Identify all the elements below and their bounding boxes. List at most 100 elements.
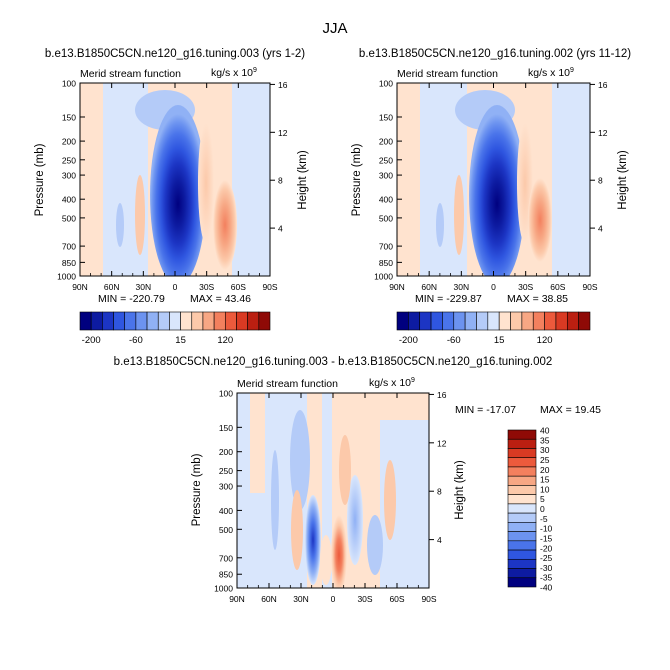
page-title: JJA: [322, 20, 347, 37]
colorbar-swatch: [224, 311, 237, 331]
y-tick-label: 850: [62, 258, 76, 268]
y-tick-label: 400: [62, 195, 76, 205]
panel-2-colorbar: -200 -60 15 120: [396, 311, 591, 346]
colorbar-swatch: [236, 311, 248, 331]
y-tick-label: 1000: [57, 272, 76, 282]
colorbar-swatch: [476, 311, 489, 331]
y-tick-label: 1000: [374, 272, 393, 282]
colorbar-tick-label: 15: [540, 475, 550, 485]
colorbar-swatch: [213, 311, 226, 331]
colorbar-swatch: [521, 311, 534, 331]
colorbar-swatch: [507, 448, 537, 459]
panel-1-warm-cell-north: [198, 123, 214, 243]
colorbar-tick-label: -20: [540, 543, 553, 553]
panel-3-blue-cell: [305, 495, 321, 585]
height-tick-label: 16: [437, 390, 447, 400]
panel-2-title: b.e13.B1850C5CN.ne120_g16.tuning.002 (yr…: [359, 48, 631, 60]
panel-2-core: [469, 105, 525, 276]
panel-3-blue-cell-south: [347, 475, 363, 565]
y-tick-label: 250: [219, 466, 233, 476]
colorbar-swatch: [507, 494, 537, 505]
colorbar-swatch: [544, 311, 557, 331]
x-tick-label: 30S: [357, 594, 372, 604]
y-tick-label: 200: [62, 137, 76, 147]
colorbar-swatch: [180, 311, 193, 331]
height-tick-label: 8: [278, 176, 283, 186]
panel-3-field: [237, 393, 429, 588]
y-tick-label: 300: [379, 171, 393, 181]
x-tick-label: 30N: [454, 282, 470, 292]
y-tick-label: 250: [62, 155, 76, 165]
colorbar-swatch: [507, 549, 537, 560]
y-tick-label: 500: [379, 213, 393, 223]
panel-1-subtitle: Merid stream function: [80, 68, 181, 80]
panel-1-core: [150, 105, 206, 276]
colorbar-swatch: [430, 311, 443, 331]
colorbar-tick-label: -60: [447, 335, 461, 346]
panel-3: b.e13.B1850C5CN.ne120_g16.tuning.003 - b…: [114, 356, 601, 604]
colorbar-tick-label: -35: [540, 573, 553, 583]
panel-2-subtitle: Merid stream function: [397, 68, 498, 80]
colorbar-tick-label: -200: [399, 335, 418, 346]
colorbar-tick-label: 25: [540, 455, 550, 465]
colorbar-swatch: [90, 311, 103, 331]
colorbar-tick-label: 0: [540, 504, 545, 514]
panel-1-max-label: MAX = 43.46: [190, 293, 251, 305]
panel-3-title: b.e13.B1850C5CN.ne120_g16.tuning.003 - b…: [114, 356, 553, 368]
colorbar-swatch: [464, 311, 477, 331]
panel-1-blue-cell: [116, 203, 124, 247]
x-tick-label: 90N: [72, 282, 88, 292]
x-tick-label: 0: [491, 282, 496, 292]
colorbar-swatch: [157, 311, 170, 331]
colorbar-swatch: [135, 311, 148, 331]
colorbar-swatch: [507, 503, 537, 514]
y-tick-label: 850: [219, 570, 233, 580]
panel-1-ylabel-right: Height (km): [297, 150, 309, 210]
colorbar-swatch: [146, 311, 159, 331]
y-tick-label: 850: [379, 258, 393, 268]
colorbar-swatch: [510, 311, 523, 331]
panel-3-subtitle: Merid stream function: [237, 378, 338, 390]
colorbar-swatch: [507, 485, 537, 495]
y-tick-label: 700: [219, 553, 233, 563]
colorbar-swatch: [507, 568, 537, 579]
colorbar-swatch: [507, 522, 537, 532]
colorbar-swatch: [169, 311, 181, 331]
colorbar-tick-label: 35: [540, 435, 550, 445]
height-tick-label: 4: [278, 224, 283, 234]
height-tick-label: 8: [598, 176, 603, 186]
y-tick-label: 300: [219, 482, 233, 492]
panel-1-warm-cell-south: [213, 180, 237, 270]
panel-3-ylabel: Pressure (mb): [191, 453, 203, 526]
height-tick-label: 4: [437, 535, 442, 545]
colorbar-tick-label: 5: [540, 494, 545, 504]
x-tick-label: 60S: [550, 282, 565, 292]
colorbar-swatch: [532, 311, 545, 331]
height-tick-label: 12: [437, 438, 447, 448]
colorbar-swatch: [202, 311, 215, 331]
x-tick-label: 30S: [518, 282, 533, 292]
panel-2-blue-cell: [436, 203, 444, 247]
height-tick-label: 12: [278, 128, 288, 138]
colorbar-tick-label: -25: [540, 553, 553, 563]
y-tick-label: 100: [62, 79, 76, 89]
y-tick-label: 250: [379, 155, 393, 165]
colorbar-swatch: [258, 311, 271, 331]
x-tick-label: 30N: [136, 282, 152, 292]
colorbar-tick-label: -15: [540, 533, 553, 543]
panel-2-units: kg/s x 109: [528, 67, 574, 79]
colorbar-swatch: [113, 311, 126, 331]
colorbar-swatch: [396, 311, 409, 331]
x-tick-label: 60N: [421, 282, 437, 292]
x-tick-label: 0: [331, 594, 336, 604]
colorbar-tick-label: 15: [494, 335, 505, 346]
panel-3-units: kg/s x 109: [369, 377, 415, 389]
colorbar-tick-label: 120: [217, 335, 233, 346]
colorbar-swatch: [408, 311, 421, 331]
x-tick-label: 90S: [582, 282, 597, 292]
panel-3-ylabel-right: Height (km): [454, 460, 466, 520]
colorbar-tick-label: -5: [540, 514, 548, 524]
panel-1: b.e13.B1850C5CN.ne120_g16.tuning.003 (yr…: [34, 48, 309, 346]
panel-1-title: b.e13.B1850C5CN.ne120_g16.tuning.003 (yr…: [45, 48, 305, 60]
panel-2-max-label: MAX = 38.85: [507, 293, 568, 305]
